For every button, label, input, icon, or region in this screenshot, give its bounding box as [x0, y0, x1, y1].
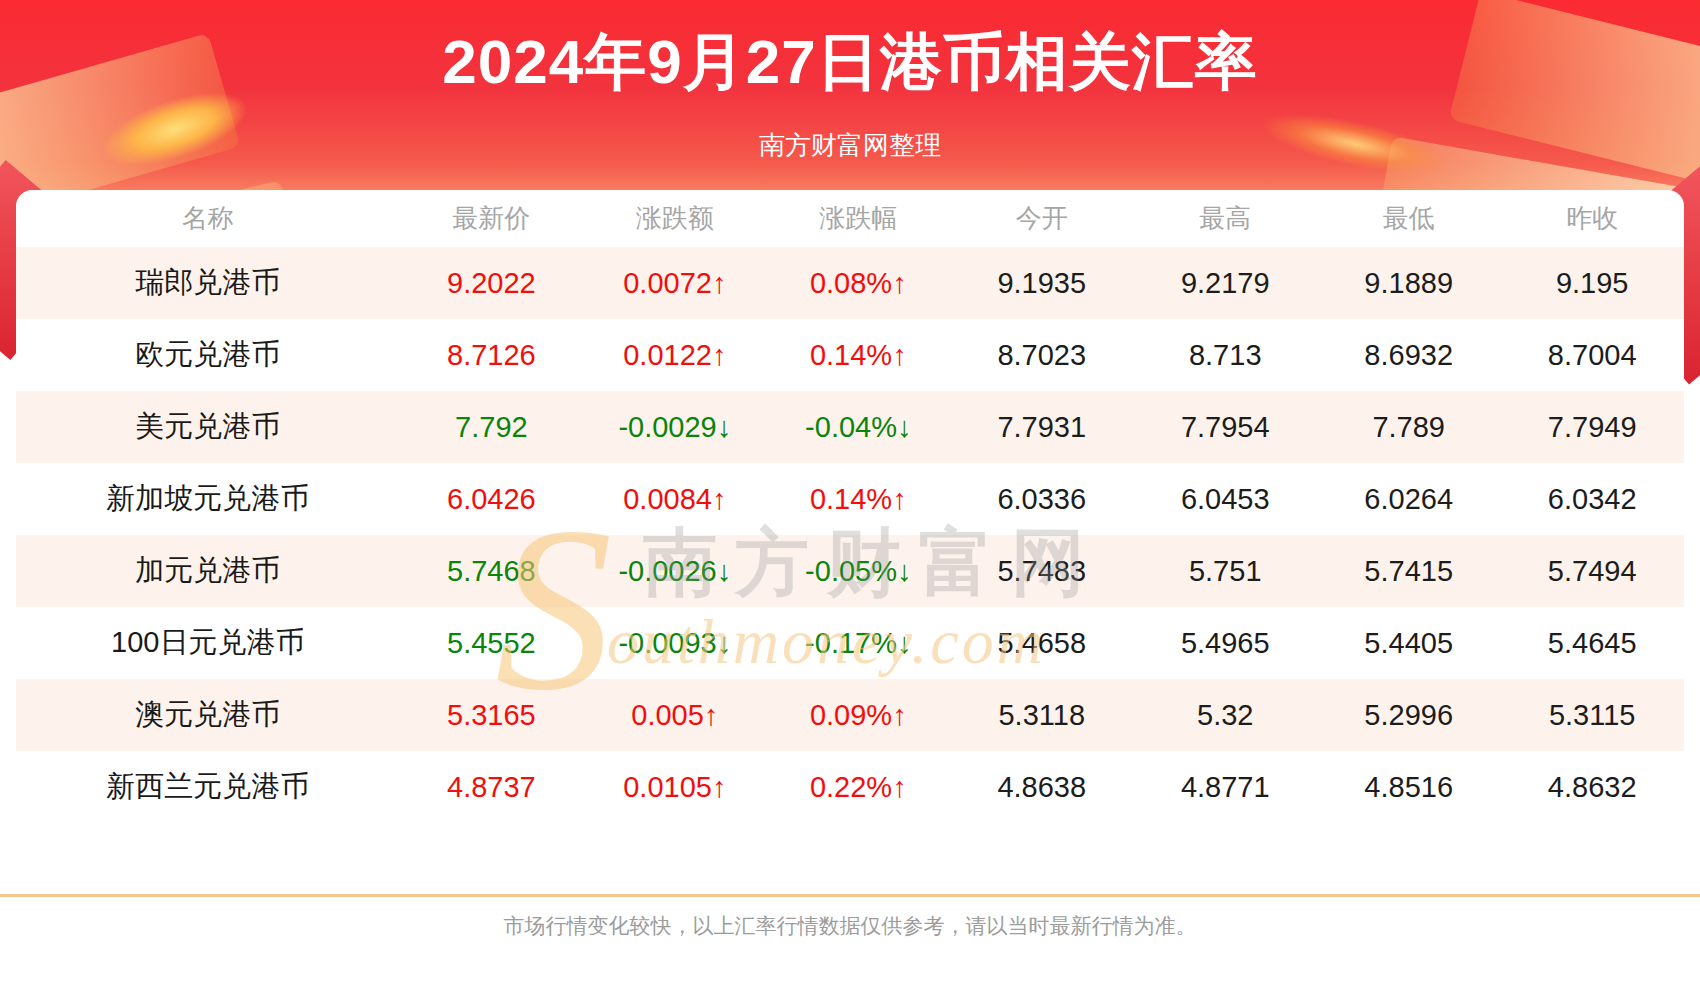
cell-change: -0.0026↓: [583, 535, 766, 607]
table-row: 欧元兑港币8.71260.0122↑0.14%↑8.70238.7138.693…: [16, 319, 1684, 391]
cell-prev: 5.7494: [1500, 535, 1684, 607]
cell-name: 新加坡元兑港币: [16, 463, 400, 535]
cell-low: 5.2996: [1317, 679, 1500, 751]
cell-open: 6.0336: [950, 463, 1133, 535]
cell-name: 新西兰元兑港币: [16, 751, 400, 823]
cell-open: 5.3118: [950, 679, 1133, 751]
table-row: 100日元兑港币5.4552-0.0093↓-0.17%↓5.46585.496…: [16, 607, 1684, 679]
cell-prev: 9.195: [1500, 247, 1684, 319]
cell-change: 0.0122↑: [583, 319, 766, 391]
column-header-high: 最高: [1134, 190, 1317, 247]
table-row: 新西兰元兑港币4.87370.0105↑0.22%↑4.86384.87714.…: [16, 751, 1684, 823]
column-header-low: 最低: [1317, 190, 1500, 247]
column-header-change: 涨跌额: [583, 190, 766, 247]
cell-pct: -0.17%↓: [767, 607, 950, 679]
column-header-prev: 昨收: [1500, 190, 1684, 247]
cell-last: 6.0426: [400, 463, 583, 535]
cell-last: 5.3165: [400, 679, 583, 751]
cell-change: -0.0029↓: [583, 391, 766, 463]
cell-high: 9.2179: [1134, 247, 1317, 319]
cell-open: 8.7023: [950, 319, 1133, 391]
cell-change: 0.0084↑: [583, 463, 766, 535]
column-header-pct: 涨跌幅: [767, 190, 950, 247]
table-row: 新加坡元兑港币6.04260.0084↑0.14%↑6.03366.04536.…: [16, 463, 1684, 535]
cell-prev: 8.7004: [1500, 319, 1684, 391]
table-row: 瑞郎兑港币9.20220.0072↑0.08%↑9.19359.21799.18…: [16, 247, 1684, 319]
cell-low: 4.8516: [1317, 751, 1500, 823]
cell-pct: 0.22%↑: [767, 751, 950, 823]
cell-last: 5.7468: [400, 535, 583, 607]
cell-open: 9.1935: [950, 247, 1133, 319]
cell-pct: 0.14%↑: [767, 463, 950, 535]
column-header-open: 今开: [950, 190, 1133, 247]
cell-open: 5.7483: [950, 535, 1133, 607]
cell-low: 6.0264: [1317, 463, 1500, 535]
table-body: 瑞郎兑港币9.20220.0072↑0.08%↑9.19359.21799.18…: [16, 247, 1684, 823]
cell-high: 7.7954: [1134, 391, 1317, 463]
cell-prev: 6.0342: [1500, 463, 1684, 535]
cell-last: 9.2022: [400, 247, 583, 319]
cell-prev: 7.7949: [1500, 391, 1684, 463]
cell-pct: -0.05%↓: [767, 535, 950, 607]
cell-pct: 0.09%↑: [767, 679, 950, 751]
cell-pct: 0.14%↑: [767, 319, 950, 391]
rates-table: 名称最新价涨跌额涨跌幅今开最高最低昨收 瑞郎兑港币9.20220.0072↑0.…: [16, 190, 1684, 823]
page-title: 2024年9月27日港币相关汇率: [0, 0, 1700, 104]
cell-open: 4.8638: [950, 751, 1133, 823]
cell-open: 7.7931: [950, 391, 1133, 463]
table-header-row: 名称最新价涨跌额涨跌幅今开最高最低昨收: [16, 190, 1684, 247]
table-row: 美元兑港币7.792-0.0029↓-0.04%↓7.79317.79547.7…: [16, 391, 1684, 463]
cell-high: 8.713: [1134, 319, 1317, 391]
disclaimer-text: 市场行情变化较快，以上汇率行情数据仅供参考，请以当时最新行情为准。: [0, 912, 1700, 940]
footer-divider: [0, 894, 1700, 897]
cell-prev: 4.8632: [1500, 751, 1684, 823]
cell-pct: -0.04%↓: [767, 391, 950, 463]
cell-name: 加元兑港币: [16, 535, 400, 607]
column-header-last: 最新价: [400, 190, 583, 247]
cell-high: 5.751: [1134, 535, 1317, 607]
cell-last: 5.4552: [400, 607, 583, 679]
cell-prev: 5.4645: [1500, 607, 1684, 679]
cell-name: 澳元兑港币: [16, 679, 400, 751]
cell-name: 瑞郎兑港币: [16, 247, 400, 319]
page: 2024年9月27日港币相关汇率 南方财富网整理 名称最新价涨跌额涨跌幅今开最高…: [0, 0, 1700, 1000]
rates-table-card: 名称最新价涨跌额涨跌幅今开最高最低昨收 瑞郎兑港币9.20220.0072↑0.…: [16, 190, 1684, 823]
cell-last: 8.7126: [400, 319, 583, 391]
table-row: 澳元兑港币5.31650.005↑0.09%↑5.31185.325.29965…: [16, 679, 1684, 751]
cell-change: 0.005↑: [583, 679, 766, 751]
cell-high: 6.0453: [1134, 463, 1317, 535]
cell-open: 5.4658: [950, 607, 1133, 679]
cell-last: 4.8737: [400, 751, 583, 823]
cell-name: 欧元兑港币: [16, 319, 400, 391]
cell-low: 9.1889: [1317, 247, 1500, 319]
cell-name: 100日元兑港币: [16, 607, 400, 679]
cell-low: 8.6932: [1317, 319, 1500, 391]
cell-change: 0.0105↑: [583, 751, 766, 823]
cell-low: 5.7415: [1317, 535, 1500, 607]
cell-change: 0.0072↑: [583, 247, 766, 319]
cell-low: 5.4405: [1317, 607, 1500, 679]
page-subtitle: 南方财富网整理: [0, 128, 1700, 163]
cell-last: 7.792: [400, 391, 583, 463]
cell-low: 7.789: [1317, 391, 1500, 463]
cell-pct: 0.08%↑: [767, 247, 950, 319]
cell-change: -0.0093↓: [583, 607, 766, 679]
cell-prev: 5.3115: [1500, 679, 1684, 751]
cell-name: 美元兑港币: [16, 391, 400, 463]
cell-high: 5.4965: [1134, 607, 1317, 679]
cell-high: 4.8771: [1134, 751, 1317, 823]
cell-high: 5.32: [1134, 679, 1317, 751]
table-row: 加元兑港币5.7468-0.0026↓-0.05%↓5.74835.7515.7…: [16, 535, 1684, 607]
column-header-name: 名称: [16, 190, 400, 247]
